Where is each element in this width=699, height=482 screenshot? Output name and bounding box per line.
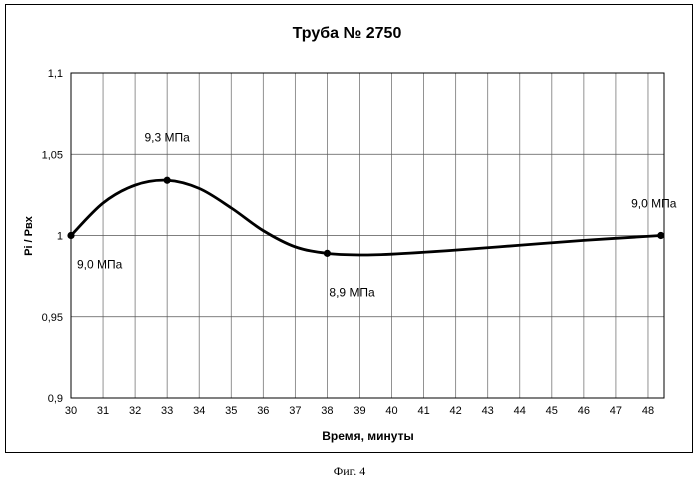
data-point-marker xyxy=(657,232,664,239)
y-tick-label: 0,95 xyxy=(42,312,63,324)
x-tick-label: 31 xyxy=(97,405,109,417)
chart: 9,0 МПа 9,3 МПа 8,9 МПа 9,0 МПа 30 31 32 33 34 3… xyxy=(0,0,699,482)
x-tick-label: 44 xyxy=(514,405,526,417)
y-tick-label: 1 xyxy=(57,231,63,243)
data-label: 9,0 МПа xyxy=(631,197,677,211)
y-axis-label: Pi / Pвх xyxy=(23,215,35,256)
data-point-marker xyxy=(67,232,74,239)
y-tick-label: 1,1 xyxy=(48,68,63,80)
x-tick-label: 34 xyxy=(193,405,205,417)
figure-caption: Фиг. 4 xyxy=(0,464,699,479)
data-label: 9,0 МПа xyxy=(77,258,123,272)
x-tick-label: 41 xyxy=(417,405,429,417)
x-tick-label: 36 xyxy=(257,405,269,417)
x-tick-label: 40 xyxy=(385,405,397,417)
x-tick-label: 30 xyxy=(65,405,77,417)
y-tick-label: 1,05 xyxy=(42,149,63,161)
data-label: 9,3 МПа xyxy=(145,130,191,144)
x-tick-label: 37 xyxy=(289,405,301,417)
x-tick-label: 43 xyxy=(482,405,494,417)
x-tick-label: 39 xyxy=(353,405,365,417)
x-tick-label: 35 xyxy=(225,405,237,417)
x-tick-label: 45 xyxy=(546,405,558,417)
data-label: 8,9 МПа xyxy=(329,285,375,299)
x-tick-label: 47 xyxy=(610,405,622,417)
x-axis-label: Время, минуты xyxy=(322,429,414,443)
data-point-marker xyxy=(324,250,331,257)
data-point-marker xyxy=(164,177,171,184)
x-tick-label: 32 xyxy=(129,405,141,417)
x-tick-label: 38 xyxy=(321,405,333,417)
x-tick-label: 33 xyxy=(161,405,173,417)
x-tick-label: 46 xyxy=(578,405,590,417)
x-tick-label: 42 xyxy=(450,405,462,417)
x-tick-label: 48 xyxy=(642,405,654,417)
y-tick-label: 0,9 xyxy=(48,393,63,405)
chart-title: Труба № 2750 xyxy=(293,25,402,42)
